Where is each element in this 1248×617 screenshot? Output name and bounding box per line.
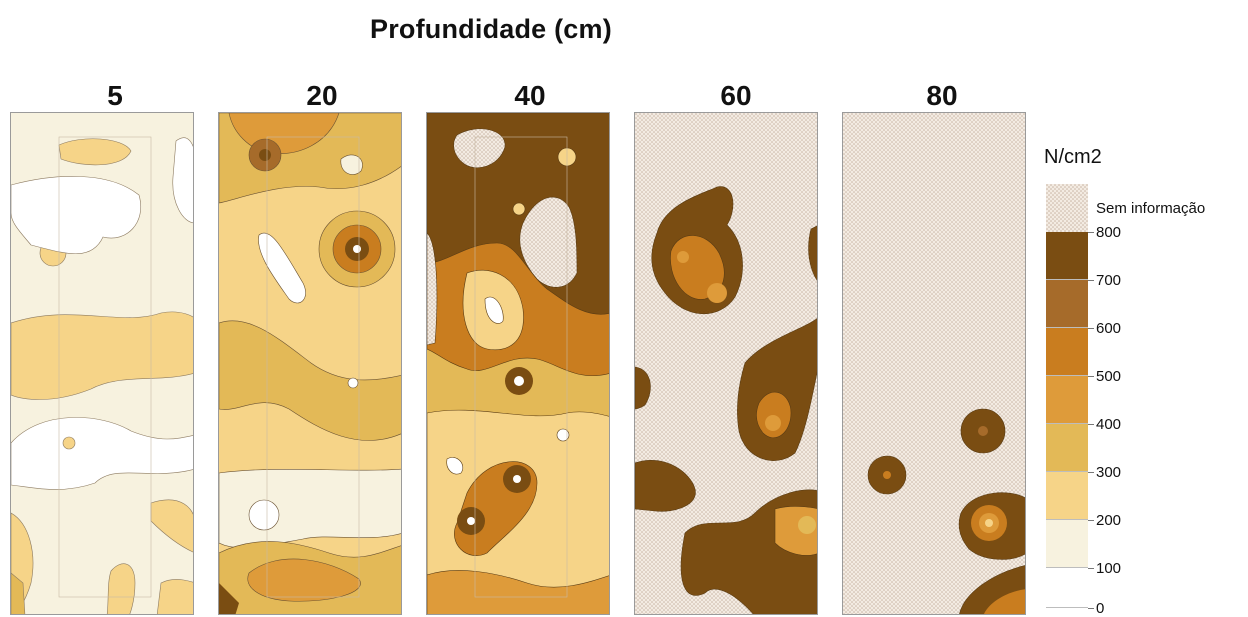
level-100-200-area [219, 468, 401, 548]
panel-label-5: 5 [107, 80, 123, 111]
map-panel-20 [218, 112, 402, 615]
level-600-700-area [978, 426, 988, 436]
legend-swatch-500-600 [1046, 328, 1088, 376]
level-700-800-area [737, 318, 817, 461]
map-panel-40 [426, 112, 610, 615]
chart-title: Profundidade (cm) [370, 14, 612, 44]
map-panel-80 [842, 112, 1026, 615]
level-100-200-area [340, 154, 363, 175]
level-0-100-area [347, 377, 359, 389]
legend-tick-label: 200 [1096, 512, 1122, 529]
level-0-100-area [467, 517, 475, 525]
panel-label-20: 20 [306, 80, 338, 111]
panel-label-60: 60 [720, 80, 752, 111]
level-100-200-area [446, 457, 464, 475]
legend-label-no-data: Sem informação [1096, 200, 1206, 217]
legend-swatch-200-300 [1046, 472, 1088, 520]
legend-swatch-100-200 [1046, 520, 1088, 568]
level-200-300-area [11, 572, 26, 614]
legend-tick-label: 100 [1096, 560, 1122, 577]
legend-tick-label: 600 [1096, 320, 1122, 337]
level-0-100-area [258, 232, 306, 304]
level-0-100-area [11, 417, 193, 490]
legend-tick-label: 500 [1096, 368, 1122, 385]
level-0-100-area [513, 475, 521, 483]
map-panel-5 [10, 112, 194, 615]
legend-swatch-0-100 [1046, 568, 1088, 608]
plot-outline [58, 136, 152, 598]
level-200-300-area [58, 138, 132, 166]
legend-swatch-no-data [1046, 184, 1088, 232]
level-200-300-area [106, 563, 136, 614]
panel-label-80: 80 [926, 80, 958, 111]
level-0-100-area [172, 137, 193, 223]
no-data-area [519, 196, 578, 288]
level-0-100-area [248, 499, 280, 531]
level-400-500-area [707, 283, 727, 303]
level-400-500-area [427, 570, 609, 614]
level-300-400-area [798, 516, 816, 534]
legend-tick-label: 800 [1096, 224, 1122, 241]
legend-swatch-700-800 [1046, 232, 1088, 280]
legend-swatch-600-700 [1046, 280, 1088, 328]
level-0-100-area [556, 428, 570, 442]
level-400-500-area [247, 558, 361, 602]
level-500-600-area [756, 391, 792, 439]
no-data-area [453, 128, 506, 168]
level-700-800-area [259, 149, 271, 161]
no-data-area [427, 232, 438, 346]
panel-label-40: 40 [514, 80, 546, 111]
level-700-800-area [219, 583, 239, 614]
level-300-400-area [219, 320, 401, 441]
level-700-800-area [635, 366, 651, 410]
level-700-800-area [808, 225, 817, 281]
level-200-300-area [11, 311, 193, 400]
legend-tick-label: 700 [1096, 272, 1122, 289]
level-500-600-area [984, 589, 1025, 614]
level-200-300-area [62, 436, 76, 450]
level-0-100-area [514, 376, 524, 386]
level-0-100-area [353, 245, 361, 253]
legend-tick-label: 300 [1096, 464, 1122, 481]
level-300-400-area [512, 202, 526, 216]
legend-swatch-400-500 [1046, 376, 1088, 424]
legend-swatch-300-400 [1046, 424, 1088, 472]
level-0-100-area [11, 176, 141, 255]
legend-tick-label: 400 [1096, 416, 1122, 433]
map-panel-60 [634, 112, 818, 615]
level-200-300-area [150, 499, 193, 553]
level-600-700-area [883, 471, 891, 479]
level-0-100-area [484, 296, 504, 324]
legend-tick-label: 0 [1096, 600, 1105, 617]
plot-outline [474, 136, 568, 598]
level-400-500-area [765, 415, 781, 431]
legend-title: N/cm2 [1044, 146, 1102, 168]
plot-outline [266, 136, 360, 598]
level-300-400-area [985, 519, 993, 527]
level-200-300-area [156, 579, 193, 614]
level-400-500-area [677, 251, 689, 263]
level-700-800-area [635, 460, 696, 512]
